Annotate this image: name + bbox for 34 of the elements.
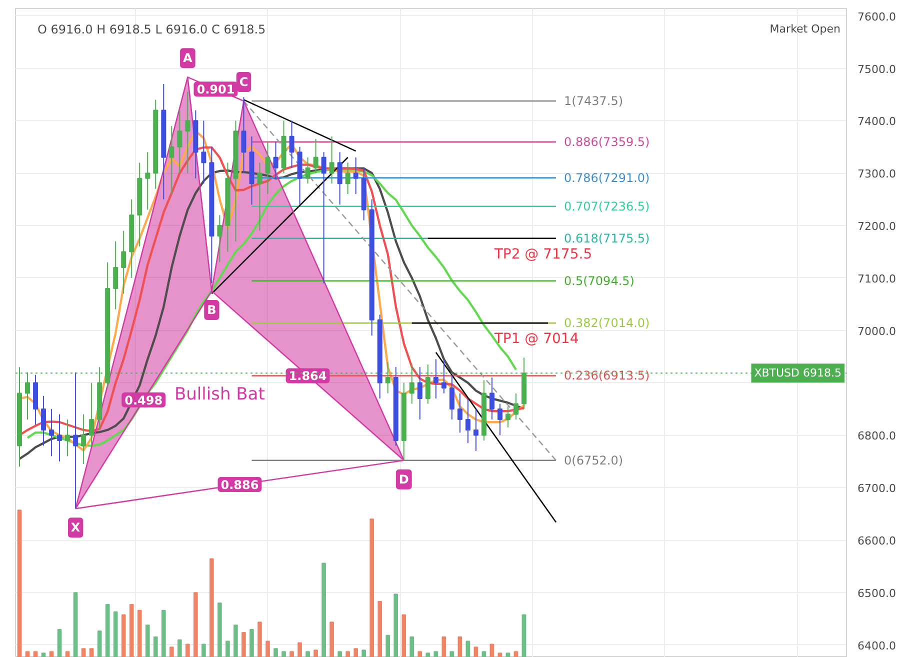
data-label: D — [398, 472, 409, 486]
y-tick-label: 7600.0 — [858, 10, 896, 24]
data-label: A — [183, 51, 194, 66]
y-tick-label: 6800.0 — [858, 430, 896, 443]
annotation: TP2 @ 7175.5 — [493, 246, 592, 262]
series-label: 1.864 — [288, 369, 327, 384]
text: Market Open — [770, 22, 841, 36]
series-label: 1(7437.5) — [564, 94, 624, 108]
series-label: 0.707(7236.5) — [564, 199, 650, 214]
data-label: X — [70, 520, 81, 535]
y-tick-label: 6400.0 — [858, 639, 896, 652]
y-tick-label: 7000.0 — [858, 324, 896, 338]
legend-label: Bullish Bat — [174, 384, 266, 404]
y-tick-label: 7500.0 — [858, 62, 896, 76]
y-tick-label: 7400.0 — [858, 115, 896, 128]
annotation: O 6916.0 H 6918.5 L 6916.0 C 6918.5 — [38, 22, 266, 36]
data-label: B — [207, 303, 216, 318]
series-label: 0.5(7094.5) — [564, 274, 634, 288]
y-tick-label: 7200.0 — [858, 220, 896, 234]
series-label: 0.618(7175.5) — [564, 231, 650, 246]
series-label: 0.382(7014.0) — [564, 316, 650, 330]
y-tick-label: 7300.0 — [858, 168, 896, 181]
series-label: 0.886(7359.5) — [564, 134, 650, 149]
series-label: 0.236(6913.5) — [564, 368, 650, 383]
y-tick-label: 6500.0 — [858, 586, 896, 600]
annotation: TP1 @ 7014 — [493, 331, 579, 348]
series-label: 0.498 — [124, 393, 163, 408]
series-label: 0.886 — [220, 478, 259, 492]
y-tick-label: 7100.0 — [858, 272, 896, 286]
series-label: 0(6752.0) — [564, 453, 624, 468]
series-label: 0.786(7291.0) — [564, 170, 650, 185]
ref-line-label: XBTUSD 6918.5 — [754, 366, 842, 380]
y-tick-label: 6700.0 — [858, 482, 896, 496]
y-tick-label: 6600.0 — [858, 534, 896, 548]
